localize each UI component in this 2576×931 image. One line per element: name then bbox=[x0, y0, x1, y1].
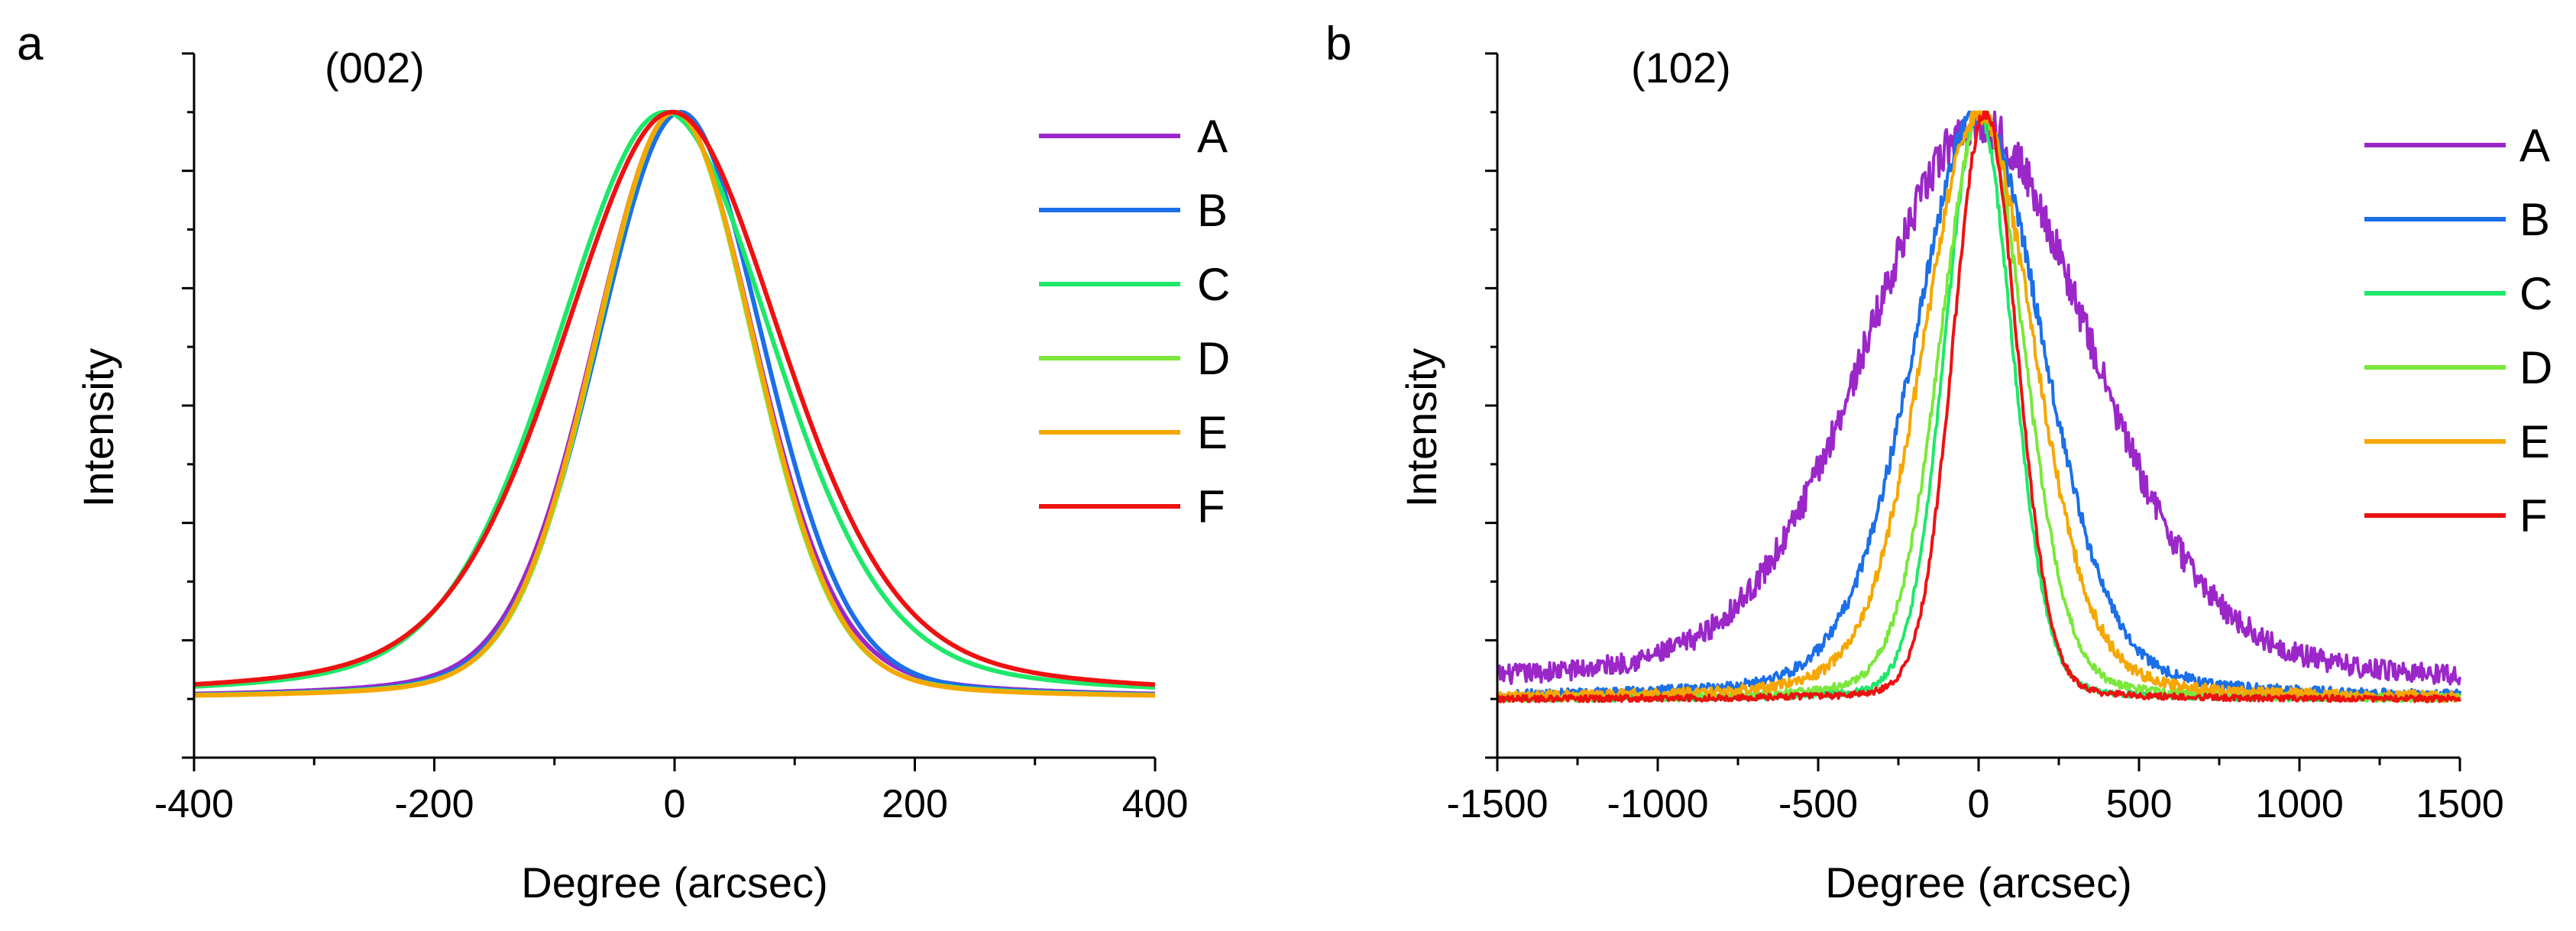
panel-b-x-axis-title: Degree (arcsec) bbox=[1825, 858, 2131, 907]
panel-a-x-tick-labels: -400 -200 0 200 400 bbox=[154, 782, 1188, 826]
series-line-e bbox=[1496, 110, 2461, 703]
legend-label-e: E bbox=[1197, 407, 1228, 458]
series-line-a bbox=[193, 109, 1156, 697]
panel-a-y-axis-title: Intensity bbox=[74, 348, 122, 508]
panel-b-chart: b (102) -1500 -1000 -500 0 500 1000 1500 Degre… bbox=[1325, 18, 2552, 907]
x-tick-label: -1000 bbox=[1607, 782, 1709, 826]
legend-label-c: C bbox=[2519, 268, 2552, 319]
x-tick-label: 0 bbox=[1968, 782, 1990, 826]
legend-label-e: E bbox=[2519, 416, 2550, 467]
x-tick-label: 0 bbox=[664, 782, 686, 826]
legend-label-a: A bbox=[2519, 120, 2550, 171]
x-tick-label: 1000 bbox=[2255, 782, 2344, 826]
x-tick-label: 500 bbox=[2106, 782, 2173, 826]
panel-b-series-curves bbox=[1496, 110, 2461, 703]
x-tick-label: -400 bbox=[154, 782, 234, 826]
panel-b-x-ticks bbox=[1496, 758, 2461, 771]
legend-label-c: C bbox=[1197, 259, 1230, 310]
legend-label-b: B bbox=[2519, 194, 2550, 245]
panel-b-letter: b bbox=[1325, 18, 1351, 70]
series-line-b bbox=[194, 109, 1156, 697]
panel-a-x-ticks bbox=[193, 758, 1157, 771]
series-line-d bbox=[1496, 110, 2461, 703]
legend-label-b: B bbox=[1197, 185, 1228, 236]
legend-label-a: A bbox=[1197, 111, 1228, 162]
x-tick-label: 400 bbox=[1122, 782, 1189, 826]
series-line-c bbox=[193, 109, 1156, 690]
legend-label-d: D bbox=[2519, 342, 2552, 393]
x-tick-label: 1500 bbox=[2416, 782, 2504, 826]
panel-a-x-axis-title: Degree (arcsec) bbox=[521, 858, 827, 907]
series-line-d bbox=[194, 109, 1155, 698]
series-line-f bbox=[1496, 110, 2461, 703]
panel-b-x-tick-labels: -1500 -1000 -500 0 500 1000 1500 bbox=[1447, 782, 2504, 826]
series-line-f bbox=[193, 109, 1156, 687]
x-tick-label: -1500 bbox=[1447, 782, 1549, 826]
x-tick-label: -200 bbox=[394, 782, 474, 826]
panel-a-reflection-label: (002) bbox=[325, 44, 425, 92]
legend-label-d: D bbox=[1197, 333, 1230, 384]
x-tick-label: 200 bbox=[882, 782, 948, 826]
x-tick-label: -500 bbox=[1778, 782, 1858, 826]
series-line-b bbox=[1496, 110, 2461, 702]
series-line-c bbox=[1496, 110, 2461, 703]
legend-label-f: F bbox=[2519, 490, 2548, 541]
panel-a-chart: a (002) -400 -200 0 200 400 Degree (arcsec) … bbox=[17, 18, 1230, 907]
series-line-a bbox=[1496, 110, 2461, 686]
legend-label-f: F bbox=[1197, 481, 1225, 532]
panel-b-y-ticks bbox=[1485, 52, 1497, 759]
panel-b-reflection-label: (102) bbox=[1631, 44, 1731, 92]
panel-b-y-axis-title: Intensity bbox=[1397, 348, 1445, 508]
panel-a-series-curves bbox=[193, 109, 1156, 698]
series-line-e bbox=[193, 109, 1156, 698]
panel-a-y-ticks bbox=[182, 52, 194, 759]
panel-a-letter: a bbox=[17, 18, 44, 70]
